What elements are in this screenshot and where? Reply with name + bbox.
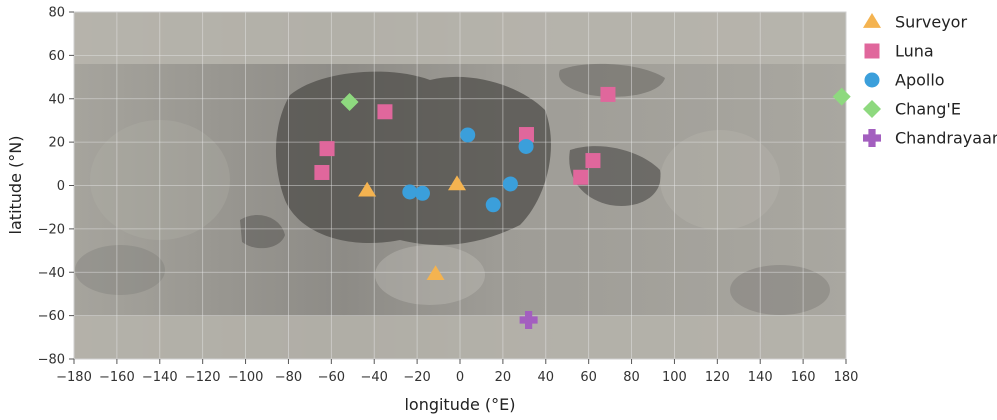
x-axis: −180 −160 −140 −120 −100 −80 −60 −40 −20 0 20 40 60 8… bbox=[56, 359, 858, 385]
y-tick-label: 40 bbox=[48, 92, 65, 107]
data-point bbox=[519, 310, 538, 329]
y-tick-label: −80 bbox=[38, 353, 65, 368]
data-point bbox=[319, 141, 335, 157]
y-axis-label: latitude (°N) bbox=[6, 136, 25, 235]
legend-marker bbox=[864, 72, 880, 88]
data-point bbox=[358, 181, 377, 197]
legend-item: Luna bbox=[864, 42, 934, 61]
x-tick-label: 0 bbox=[456, 370, 464, 385]
y-tick-label: 0 bbox=[57, 179, 65, 194]
x-tick-label: −140 bbox=[142, 370, 178, 385]
x-tick-label: 20 bbox=[495, 370, 512, 385]
legend-item: Apollo bbox=[864, 71, 945, 90]
x-axis-label: longitude (°E) bbox=[404, 395, 515, 414]
series-chandrayaan bbox=[519, 310, 538, 329]
data-point bbox=[600, 86, 616, 102]
x-tick-label: 140 bbox=[748, 370, 773, 385]
x-tick-label: −60 bbox=[318, 370, 345, 385]
legend-label: Chang'E bbox=[895, 100, 961, 119]
x-tick-label: −100 bbox=[228, 370, 264, 385]
x-tick-label: −40 bbox=[361, 370, 388, 385]
x-tick-label: 40 bbox=[538, 370, 555, 385]
data-point bbox=[585, 153, 601, 169]
data-point bbox=[832, 87, 851, 106]
y-tick-label: 20 bbox=[48, 136, 65, 151]
x-tick-label: −120 bbox=[185, 370, 221, 385]
grid bbox=[74, 12, 846, 359]
x-tick-label: −160 bbox=[99, 370, 135, 385]
data-point bbox=[518, 138, 534, 154]
legend-marker bbox=[863, 100, 881, 118]
x-tick-label: 80 bbox=[623, 370, 640, 385]
data-point bbox=[447, 175, 466, 191]
x-tick-label: 60 bbox=[580, 370, 597, 385]
data-point bbox=[426, 265, 445, 281]
legend-item: Chang'E bbox=[863, 100, 961, 119]
data-point bbox=[518, 127, 534, 143]
legend-item: Chandrayaan bbox=[863, 129, 997, 148]
y-tick-label: −20 bbox=[38, 222, 65, 237]
legend-marker bbox=[863, 13, 881, 28]
y-tick-label: 60 bbox=[48, 49, 65, 64]
legend-marker bbox=[864, 43, 880, 59]
legend-label: Surveyor bbox=[895, 13, 967, 32]
data-point bbox=[414, 185, 430, 201]
y-axis: −80 −60 −40 −20 0 20 40 60 80 bbox=[38, 6, 74, 368]
series-apollo bbox=[402, 127, 534, 213]
x-tick-label: 160 bbox=[791, 370, 816, 385]
data-point bbox=[340, 93, 359, 112]
x-tick-label: 100 bbox=[662, 370, 687, 385]
y-tick-label: −60 bbox=[38, 309, 65, 324]
data-point bbox=[377, 104, 393, 120]
legend: Surveyor Luna Apollo Chang'E Chandrayaan bbox=[863, 13, 997, 148]
legend-label: Apollo bbox=[895, 71, 945, 90]
legend-label: Luna bbox=[895, 42, 934, 61]
legend-item: Surveyor bbox=[863, 13, 967, 32]
y-tick-label: −40 bbox=[38, 266, 65, 281]
x-tick-label: −180 bbox=[56, 370, 92, 385]
x-tick-label: 180 bbox=[834, 370, 859, 385]
data-point bbox=[314, 164, 330, 180]
data-point bbox=[485, 197, 501, 213]
legend-label: Chandrayaan bbox=[895, 129, 997, 148]
data-point bbox=[573, 169, 589, 185]
x-tick-label: −80 bbox=[275, 370, 302, 385]
series-luna bbox=[314, 86, 616, 185]
legend-marker bbox=[863, 129, 881, 147]
series-chang-e bbox=[340, 87, 851, 112]
x-tick-label: 120 bbox=[705, 370, 730, 385]
x-tick-label: −20 bbox=[403, 370, 430, 385]
data-point bbox=[502, 176, 518, 192]
data-point bbox=[402, 184, 418, 200]
y-tick-label: 80 bbox=[48, 6, 65, 21]
data-point bbox=[460, 127, 476, 143]
data-markers bbox=[314, 86, 851, 329]
series-surveyor bbox=[358, 175, 466, 281]
